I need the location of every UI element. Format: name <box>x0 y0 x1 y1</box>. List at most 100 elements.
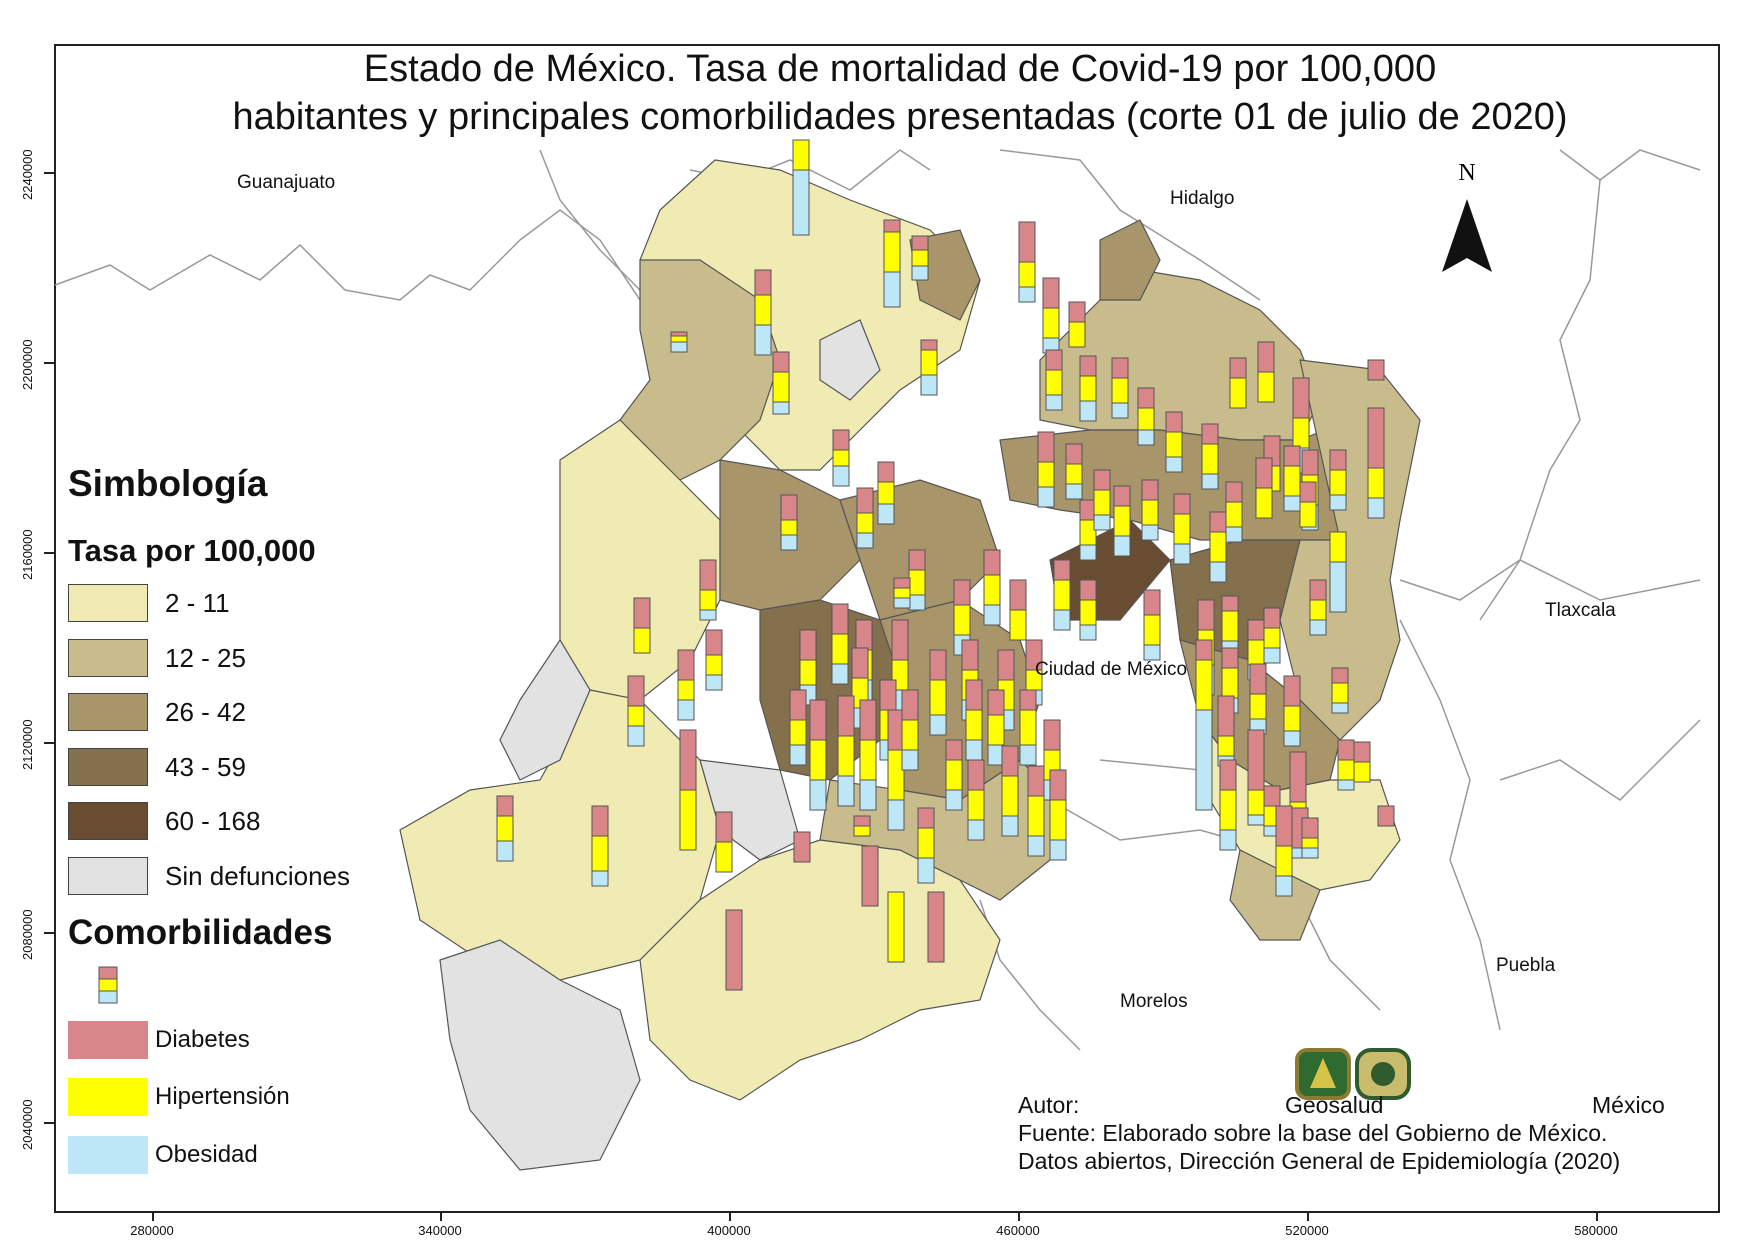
comorbidity-bar-segment <box>1209 531 1227 563</box>
comorbidity-bar-segment <box>799 659 817 686</box>
comorbidity-bar-segment <box>1111 377 1129 404</box>
y-axis-tick <box>44 172 54 174</box>
comorbidity-bar-segment <box>893 577 911 589</box>
legend-title: Simbología <box>68 463 268 504</box>
comorbidity-bar-segment <box>1283 705 1301 732</box>
comorbidity-bar-segment <box>953 579 971 606</box>
comorbidity-bar-segment <box>851 647 869 679</box>
legend-swatch-hipertension <box>68 1078 148 1116</box>
comorbidity-bar-segment <box>1329 469 1347 496</box>
comorbidity-bar-segment <box>1079 599 1097 626</box>
comorbidity-bar-segment <box>1173 543 1191 565</box>
comorbidity-bar-segment <box>1018 261 1036 288</box>
comorbidity-bar-segment <box>1353 761 1371 783</box>
y-tick-label: 2040000 <box>20 1099 35 1150</box>
comorbidity-bar-segment <box>856 532 874 549</box>
comorbidity-bar-segment <box>837 775 855 807</box>
comorbidity-bar-segment <box>1301 449 1319 476</box>
comorbidity-bar-segment <box>877 461 895 483</box>
x-tick-label: 340000 <box>418 1223 462 1238</box>
comorbidity-bar-segment <box>1225 481 1243 503</box>
comorbidity-bar-segment <box>1337 739 1355 761</box>
legend-label-hipertension: Hipertensión <box>155 1083 290 1110</box>
comorbidity-bar-segment <box>809 779 827 811</box>
comorbidity-bar-segment <box>627 705 645 727</box>
label-morelos: Morelos <box>1120 991 1188 1012</box>
comorbidity-bar-segment <box>1001 745 1019 777</box>
legend-rate-title: Tasa por 100,000 <box>68 533 316 568</box>
comorbidity-bar-segment <box>920 339 938 351</box>
comorbidity-bar-segment <box>792 169 810 236</box>
comorbidity-bar-segment <box>908 569 926 596</box>
comorbidity-bar-segment <box>893 587 911 599</box>
comorbidity-bar-segment <box>496 840 514 862</box>
comorbidity-bar-segment <box>754 269 772 296</box>
comorbidity-bar-segment <box>1068 321 1086 348</box>
comorbidity-bar-segment <box>1257 371 1275 403</box>
legend-swatch-class-5 <box>68 802 148 840</box>
comorbidity-bar-segment <box>1263 627 1281 649</box>
legend-label-obesidad: Obesidad <box>155 1141 258 1168</box>
comorbidity-bar-segment <box>772 351 790 373</box>
comorbidity-bar-segment <box>887 891 905 963</box>
comorbidity-bar-segment <box>1137 429 1155 446</box>
comorbidity-bar-segment <box>715 811 733 843</box>
comorbidity-bar-segment <box>1201 473 1219 490</box>
comorbidity-bar-segment <box>715 841 733 873</box>
comorbidity-bar-segment <box>1263 785 1281 807</box>
comorbidity-bar-segment <box>1247 789 1265 816</box>
comorbidity-bar-segment <box>1068 301 1086 323</box>
comorbidity-bar-segment <box>1053 609 1071 631</box>
comorbidity-bar-segment <box>1283 465 1301 497</box>
comorbidity-bar-segment <box>1283 495 1301 512</box>
comorbidity-bar-segment <box>496 795 514 817</box>
label-hidalgo: Hidalgo <box>1170 188 1235 209</box>
comorbidity-bar-segment <box>705 654 723 676</box>
comorbidity-bar-segment <box>1249 693 1267 720</box>
comorbidity-bar-segment <box>965 679 983 711</box>
y-tick-label: 2080000 <box>20 909 35 960</box>
y-axis-tick <box>44 932 54 934</box>
x-axis-tick <box>1018 1213 1020 1221</box>
comorbidity-bar-segment <box>1201 443 1219 475</box>
comorbidity-bar-segment <box>877 481 895 505</box>
comorbidity-bar-segment <box>855 619 873 651</box>
comorbidity-bar-segment <box>1329 449 1347 471</box>
comorbidity-bar-segment <box>1209 511 1227 533</box>
comorbidity-bar-segment <box>1037 431 1055 463</box>
comorbidity-bar-segment <box>1292 417 1310 449</box>
legend-swatch-obesidad <box>68 1136 148 1174</box>
comorbidity-bar-segment <box>699 609 717 621</box>
comorbidity-bar-segment <box>1221 667 1239 699</box>
comorbidity-bar-segment <box>591 835 609 872</box>
comorbidity-bar-segment <box>1137 407 1155 431</box>
comorbidity-bar-segment <box>1225 501 1243 528</box>
comorbidity-bar-segment <box>1219 829 1237 851</box>
comorbidity-bar-segment <box>859 739 877 781</box>
comorbidity-bar-segment <box>591 870 609 887</box>
comorbidity-bar-segment <box>1027 765 1045 797</box>
comorbidity-bar-segment <box>1009 609 1027 641</box>
comorbidity-bar-segment <box>1201 423 1219 445</box>
comorbidity-bar-segment <box>1079 624 1097 641</box>
comorbidity-bar-segment <box>883 271 901 308</box>
legend-swatch-class-2 <box>68 639 148 677</box>
comorbidity-bar-segment <box>670 341 688 353</box>
comorbidity-bar-segment <box>1367 407 1385 469</box>
comorbidity-bars <box>496 139 1395 991</box>
comorbidity-bar-segment <box>1197 599 1215 631</box>
comorbidity-bar-segment <box>917 807 935 829</box>
comorbidity-bar-segment <box>1027 795 1045 837</box>
comorbidity-bar-segment <box>699 559 717 591</box>
comorbidity-bar-segment <box>1079 400 1097 422</box>
comorbidity-bar-segment <box>945 759 963 791</box>
x-axis-tick <box>152 1213 154 1221</box>
comorbidity-bar-segment <box>1079 375 1097 402</box>
region-ne-top <box>1099 219 1161 301</box>
comorbidity-bar-segment <box>1093 469 1111 491</box>
comorbidity-bar-segment <box>1219 759 1237 791</box>
comorbidity-bar-segment <box>627 725 645 747</box>
comorbidity-bar-segment <box>883 231 901 273</box>
legend-label-class-6: Sin defunciones <box>165 861 351 891</box>
